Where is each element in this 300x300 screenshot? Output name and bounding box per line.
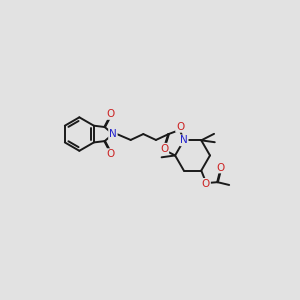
Text: O: O	[176, 122, 184, 132]
Text: O: O	[160, 144, 168, 154]
Text: O: O	[216, 163, 225, 172]
Text: N: N	[180, 135, 188, 146]
Text: O: O	[202, 179, 210, 189]
Text: N: N	[109, 129, 117, 139]
Text: O: O	[106, 109, 114, 119]
Text: O: O	[106, 149, 114, 159]
